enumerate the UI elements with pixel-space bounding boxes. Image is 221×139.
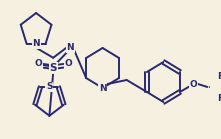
Text: O: O: [34, 59, 42, 68]
Text: N: N: [67, 43, 74, 52]
Text: O: O: [65, 59, 72, 68]
Text: S: S: [46, 82, 53, 91]
Text: O: O: [189, 80, 197, 89]
Text: F: F: [217, 94, 221, 102]
Text: F: F: [217, 71, 221, 80]
Text: N: N: [99, 84, 106, 92]
Text: S: S: [50, 63, 57, 73]
Text: N: N: [32, 39, 40, 48]
